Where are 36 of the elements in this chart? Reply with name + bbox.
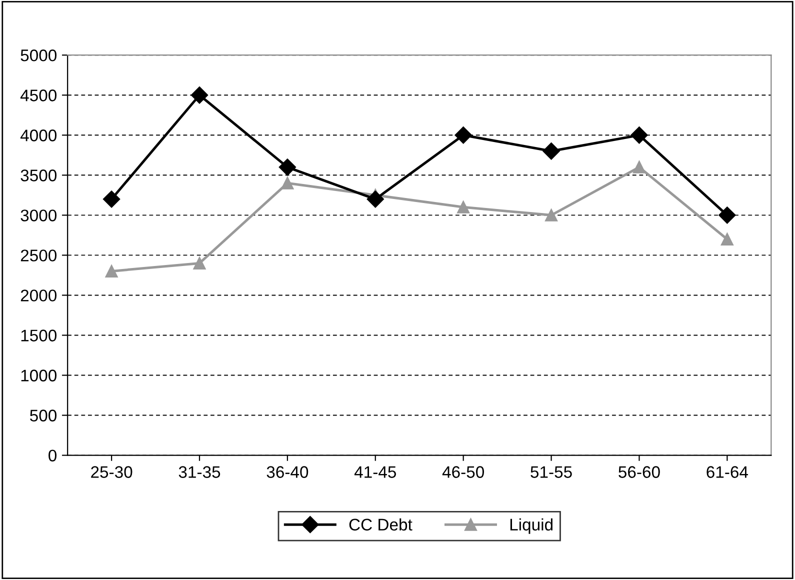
point bbox=[632, 160, 646, 174]
point bbox=[190, 86, 208, 104]
point bbox=[366, 190, 384, 208]
y-tick-label: 0 bbox=[48, 450, 57, 462]
x-tick-label: 51-55 bbox=[530, 466, 572, 478]
point bbox=[542, 142, 560, 160]
x-tick-label: 61-64 bbox=[706, 466, 748, 478]
y-tick-label: 3000 bbox=[20, 210, 57, 222]
legend-label: Liquid bbox=[510, 518, 552, 534]
legend-label: CC Debt bbox=[349, 518, 412, 531]
y-tick-label: 3500 bbox=[20, 170, 57, 182]
point bbox=[720, 232, 734, 246]
y-tick-label: 5000 bbox=[20, 50, 57, 62]
point bbox=[281, 176, 294, 190]
point bbox=[457, 200, 470, 214]
point bbox=[102, 190, 120, 208]
x-tick-label: 41-45 bbox=[354, 466, 396, 478]
y-tick-label: 1500 bbox=[21, 330, 57, 342]
point bbox=[545, 208, 558, 222]
x-tick-label: 46-50 bbox=[442, 466, 484, 478]
x-tick-label: 36-40 bbox=[266, 466, 308, 478]
y-tick-label: 4500 bbox=[20, 90, 57, 102]
y-tick-label: 2500 bbox=[20, 250, 57, 262]
x-tick-label: 56-60 bbox=[618, 466, 660, 478]
x-tick-label: 31-35 bbox=[178, 466, 220, 478]
point bbox=[105, 264, 118, 278]
point bbox=[454, 126, 472, 144]
x-tick-label: 25-30 bbox=[91, 466, 132, 478]
point bbox=[193, 256, 206, 270]
point bbox=[718, 206, 736, 224]
y-tick-label: 2000 bbox=[20, 290, 57, 302]
y-tick-label: 4000 bbox=[20, 130, 57, 142]
y-tick-label: 500 bbox=[30, 410, 57, 422]
point bbox=[278, 158, 296, 176]
y-tick-label: 1000 bbox=[21, 370, 57, 382]
point bbox=[630, 126, 648, 144]
